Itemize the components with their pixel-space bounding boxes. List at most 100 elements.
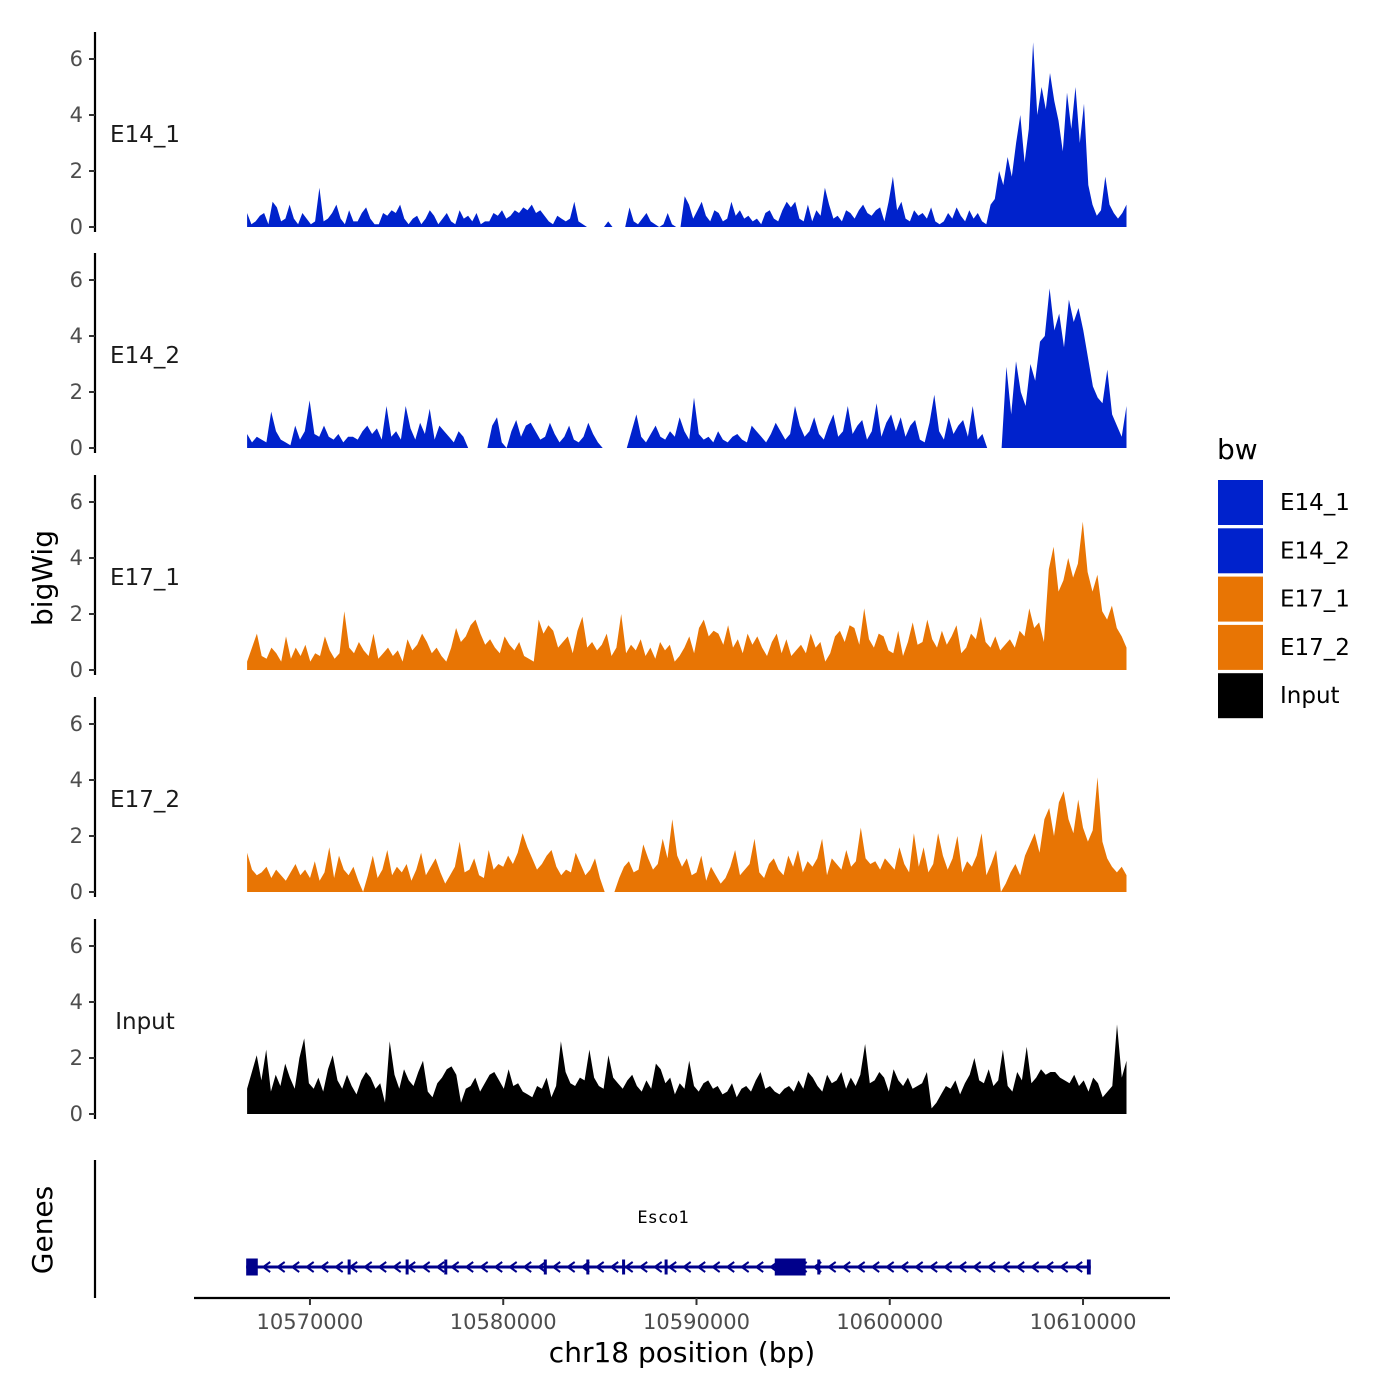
y-tick-label: 6 — [70, 268, 83, 292]
strand-chevron — [261, 1261, 271, 1273]
strand-chevron — [884, 1261, 895, 1273]
y-tick-label: 2 — [70, 1046, 83, 1070]
x-tick-label: 10580000 — [450, 1310, 557, 1334]
signal-area — [247, 521, 1127, 670]
track-panel-e14-2: 0 2 4 6 E14_2 — [70, 253, 1127, 460]
y-tick-label: 6 — [70, 712, 83, 736]
strand-chevron — [696, 1261, 706, 1273]
x-axis: 10570000 10580000 10590000 10600000 10610000… — [194, 1296, 1170, 1369]
y-tick-label: 2 — [70, 824, 83, 848]
strand-chevron — [449, 1261, 460, 1273]
strand-chevron — [1000, 1261, 1011, 1273]
exon-block — [347, 1259, 351, 1275]
y-tick-label: 4 — [70, 103, 83, 127]
gene-label: Esco1 — [637, 1208, 688, 1228]
strand-chevron — [652, 1261, 663, 1273]
exon-block — [622, 1259, 626, 1275]
strand-chevron — [507, 1261, 518, 1273]
x-tick-label: 10570000 — [257, 1310, 364, 1334]
strand-chevron — [391, 1261, 402, 1273]
strand-chevron — [333, 1261, 344, 1273]
genes-track: Esco1 — [93, 1160, 1091, 1298]
legend-label: Input — [1280, 683, 1340, 709]
strand-chevron — [841, 1261, 851, 1273]
strand-chevron — [609, 1261, 619, 1273]
strand-chevron — [957, 1261, 967, 1273]
signal-area — [247, 1024, 1127, 1114]
track-label: E14_1 — [110, 122, 180, 148]
legend-label: E14_1 — [1280, 490, 1350, 516]
legend-label: E14_2 — [1280, 538, 1350, 564]
strand-chevron — [739, 1261, 750, 1273]
strand-chevron — [478, 1261, 489, 1273]
signal-area — [247, 777, 1127, 892]
y-tick-label: 0 — [70, 880, 83, 904]
strand-chevron — [1044, 1261, 1054, 1273]
strand-chevron — [870, 1261, 880, 1273]
strand-chevron — [667, 1261, 677, 1273]
y-tick-label: 4 — [70, 768, 83, 792]
x-tick-label: 10590000 — [643, 1310, 750, 1334]
strand-chevron — [1058, 1261, 1069, 1273]
y-tick-label: 4 — [70, 546, 83, 570]
exon-block — [817, 1259, 821, 1275]
strand-chevron — [1015, 1261, 1025, 1273]
legend-label: E17_1 — [1280, 587, 1350, 613]
strand-chevron — [290, 1261, 300, 1273]
exon-block — [664, 1259, 668, 1275]
track-panel-e17-2: 0 2 4 6 E17_2 — [70, 697, 1127, 904]
strand-chevron — [464, 1261, 474, 1273]
strand-chevron — [420, 1261, 431, 1273]
strand-chevron — [826, 1261, 837, 1273]
y-tick-label: 2 — [70, 380, 83, 404]
y-tick-label: 0 — [70, 1102, 83, 1126]
exon-block — [543, 1259, 547, 1275]
strand-chevron — [913, 1261, 924, 1273]
strand-chevron — [1029, 1261, 1040, 1273]
exon-block — [246, 1258, 258, 1276]
y-tick-label: 0 — [70, 658, 83, 682]
exon-block — [1086, 1259, 1091, 1275]
strand-chevron — [855, 1261, 866, 1273]
track-panel-input: 0 2 4 6 Input — [70, 919, 1127, 1126]
legend-swatch — [1218, 576, 1263, 622]
strand-chevron — [638, 1261, 648, 1273]
legend-item: Input — [1218, 673, 1340, 719]
track-panel-e14-1: 0 2 4 6 E14_1 — [70, 32, 1127, 239]
y-tick-label: 2 — [70, 602, 83, 626]
strand-chevron — [522, 1261, 532, 1273]
y-tick-label: 4 — [70, 990, 83, 1014]
strand-chevron — [623, 1261, 634, 1273]
strand-chevron — [928, 1261, 938, 1273]
strand-chevron — [681, 1261, 692, 1273]
strand-chevron — [971, 1261, 982, 1273]
legend-swatch — [1218, 673, 1263, 719]
track-label: E17_2 — [110, 787, 180, 813]
exon-block — [444, 1259, 448, 1275]
legend-item: E17_2 — [1218, 624, 1350, 670]
legend-swatch — [1218, 624, 1263, 670]
y-axis-title: bigWig — [26, 530, 59, 626]
y-tick-label: 6 — [70, 47, 83, 71]
track-panel-e17-1: 0 2 4 6 E17_1 — [70, 475, 1127, 682]
x-axis-title: chr18 position (bp) — [549, 1336, 815, 1369]
strand-chevron — [899, 1261, 909, 1273]
strand-chevron — [1073, 1261, 1083, 1273]
strand-chevron — [435, 1261, 445, 1273]
y-tick-label: 0 — [70, 215, 83, 239]
legend-title: bw — [1217, 433, 1258, 466]
legend-swatch — [1218, 480, 1263, 525]
genes-track-title: Genes — [26, 1186, 59, 1274]
y-tick-label: 6 — [70, 934, 83, 958]
strand-chevron — [275, 1261, 286, 1273]
signal-area — [247, 42, 1127, 228]
strand-chevron — [377, 1261, 387, 1273]
strand-chevron — [594, 1261, 605, 1273]
track-label: Input — [115, 1009, 175, 1035]
strand-chevron — [551, 1261, 561, 1273]
track-label: E17_1 — [110, 565, 180, 591]
gene-model: Esco1 — [246, 1208, 1091, 1276]
legend-swatch — [1218, 528, 1263, 574]
